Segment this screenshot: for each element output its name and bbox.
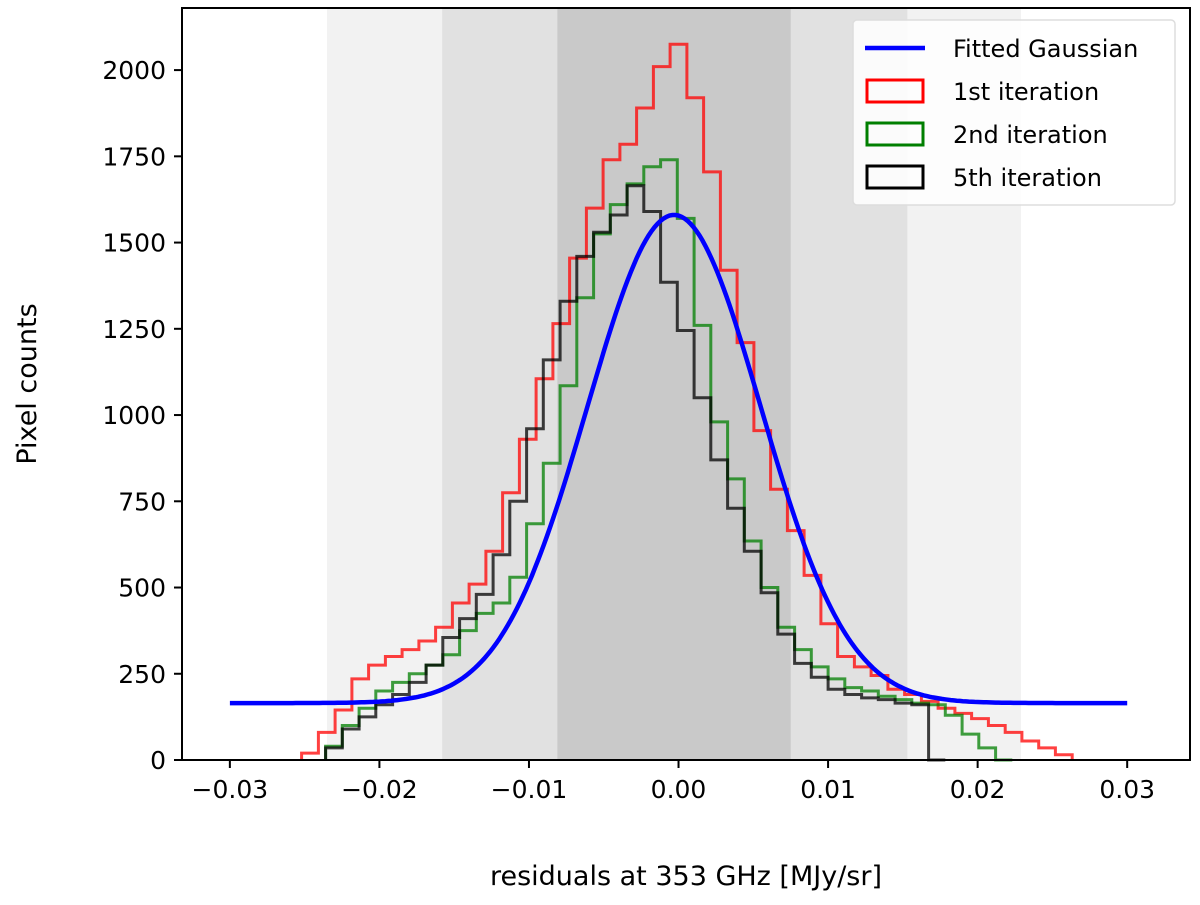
- histogram-series: [300, 42, 1074, 762]
- y-axis-label: Pixel counts: [12, 303, 43, 464]
- x-tick-label: 0.00: [651, 775, 707, 804]
- y-tick-label: 0: [150, 746, 166, 775]
- y-tick-label: 500: [118, 574, 166, 603]
- x-axis-label: residuals at 353 GHz [MJy/sr]: [490, 861, 882, 892]
- x-tick-label: 0.01: [800, 775, 856, 804]
- legend: Fitted Gaussian 1st iteration 2nd iteratio…: [852, 19, 1176, 206]
- y-axis-ticks: 0 250 500 750 1000 1250 1500 1750 2000: [102, 56, 182, 775]
- plot-frame: [181, 7, 1191, 761]
- x-tick-label: 0.02: [950, 775, 1006, 804]
- legend-label: 2nd iteration: [953, 121, 1108, 149]
- legend-label: 1st iteration: [953, 78, 1099, 106]
- y-tick-label: 1750: [102, 142, 166, 171]
- x-tick-label: 0.03: [1099, 775, 1155, 804]
- legend-swatch: [865, 78, 925, 104]
- y-tick-label: 250: [118, 660, 166, 689]
- y-tick-label: 1500: [102, 229, 166, 258]
- histogram-5th-iteration: [324, 184, 946, 762]
- legend-box: [852, 19, 1176, 206]
- gaussian-curve: [229, 212, 1128, 706]
- x-axis-ticks: −0.03 −0.02 −0.01 0.00 0.01 0.02 0.03: [192, 760, 1155, 804]
- x-tick-label: −0.02: [341, 775, 418, 804]
- y-tick-label: 1250: [102, 315, 166, 344]
- y-tick-label: 1000: [102, 401, 166, 430]
- x-tick-label: −0.03: [192, 775, 269, 804]
- y-tick-label: 750: [118, 487, 166, 516]
- y-tick-label: 2000: [102, 56, 166, 85]
- legend-label: Fitted Gaussian: [953, 35, 1138, 63]
- gaussian-fit: [229, 212, 1128, 706]
- x-tick-label: −0.01: [491, 775, 568, 804]
- legend-swatch: [865, 121, 925, 147]
- legend-label: 5th iteration: [953, 164, 1102, 192]
- legend-swatch: [865, 164, 925, 190]
